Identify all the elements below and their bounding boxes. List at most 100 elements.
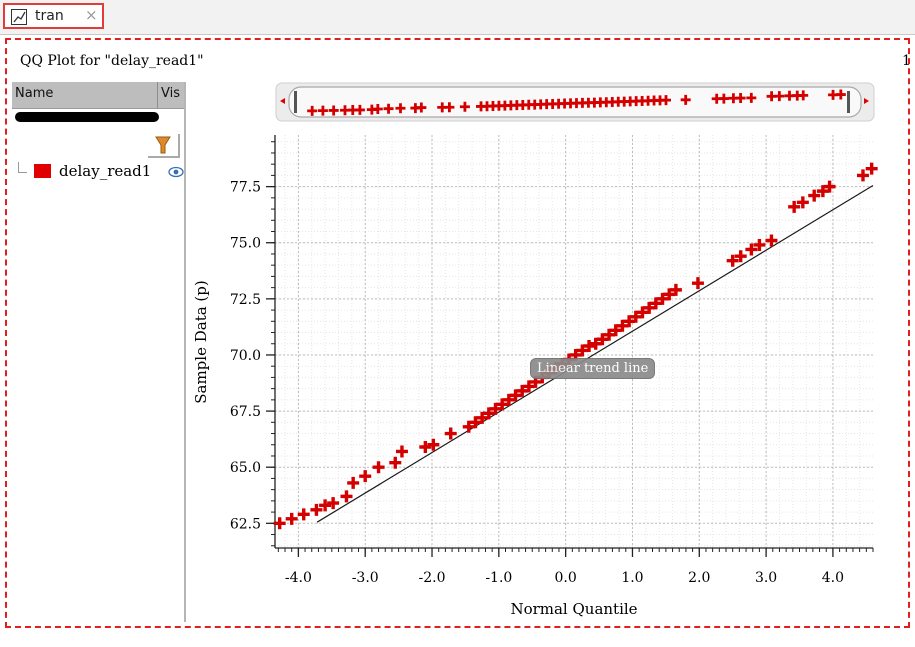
column-header-name[interactable]: Name (15, 86, 54, 101)
x-tick-label: 2.0 (688, 570, 710, 586)
data-point (865, 162, 878, 175)
filter-icon (155, 136, 171, 154)
horizontal-scrollbar[interactable] (15, 112, 159, 122)
data-point (347, 476, 360, 489)
overview-left-handle[interactable] (294, 91, 297, 113)
overview-point (317, 105, 328, 116)
plot-area (275, 135, 873, 548)
data-point (389, 456, 402, 469)
data-point (522, 380, 535, 393)
column-header-vis[interactable]: Vis (161, 86, 180, 101)
overview-point (416, 102, 427, 113)
overview-points (307, 89, 846, 116)
x-tick-label: -2.0 (419, 570, 446, 586)
data-point (765, 234, 778, 247)
data-point (359, 470, 372, 483)
data-point (649, 297, 662, 310)
data-point (669, 283, 682, 296)
data-point (636, 306, 649, 319)
x-tick-label: 4.0 (822, 570, 844, 586)
x-tick-label: -1.0 (485, 570, 512, 586)
series-color-swatch (34, 164, 51, 178)
y-tick-label: 67.5 (230, 404, 261, 420)
data-point (629, 310, 642, 323)
y-tick-label: 77.5 (230, 180, 261, 196)
data-point (327, 497, 340, 510)
data-point (319, 499, 332, 512)
page-indicator: 1 (902, 53, 911, 69)
tab-tran[interactable]: tran × (3, 3, 104, 29)
overview-point (774, 91, 785, 102)
series-label: delay_read1 (59, 162, 152, 180)
x-tick-label: 3.0 (755, 570, 777, 586)
overview-point (835, 89, 846, 100)
minor-grid (275, 135, 873, 548)
tree-header: Name Vis (12, 82, 184, 109)
data-point (656, 292, 669, 305)
overview-point (354, 104, 365, 115)
x-tick-label: -3.0 (352, 570, 379, 586)
data-point (823, 180, 836, 193)
data-point (583, 339, 596, 352)
x-tick-label: 0.0 (555, 570, 577, 586)
data-point (643, 301, 656, 314)
data-point (462, 420, 475, 433)
data-point (734, 250, 747, 263)
data-point (589, 337, 602, 350)
series-tree: Name Vis delay_read1 (12, 82, 186, 622)
plot-title: QQ Plot for "delay_read1" (20, 53, 204, 69)
overview-point (798, 90, 809, 101)
data-point (796, 196, 809, 209)
data-point (516, 384, 529, 397)
axes: -4.0 -3.0 -2.0 -1.0 0.0 1.0 2.0 3.0 4.0 62.5 65.0 6… (230, 135, 874, 586)
data-point (788, 200, 801, 213)
data-point (395, 445, 408, 458)
data-point (419, 440, 432, 453)
overview-point (459, 101, 470, 112)
y-tick-label: 75.0 (230, 236, 261, 252)
data-point (297, 508, 310, 521)
overview-right-arrow[interactable] (864, 98, 869, 104)
overview-point (735, 93, 746, 104)
column-divider[interactable] (157, 82, 158, 108)
data-point (663, 288, 676, 301)
data-point (285, 512, 298, 525)
overview-right-handle[interactable] (847, 91, 850, 113)
tree-item-delay-read1[interactable]: delay_read1 (18, 162, 184, 182)
data-point (856, 169, 869, 182)
overview-left-arrow[interactable] (280, 98, 285, 104)
data-point (603, 328, 616, 341)
data-point (816, 185, 829, 198)
data-point (609, 324, 622, 337)
tab-bar: tran × (0, 0, 915, 35)
data-point (576, 344, 589, 357)
tab-label: tran (35, 8, 64, 24)
y-tick-label: 70.0 (230, 348, 261, 364)
overview-point (680, 94, 691, 105)
data-point (340, 490, 353, 503)
overview-point (746, 92, 757, 103)
data-point (482, 407, 495, 420)
y-tick-label: 65.0 (230, 460, 261, 476)
y-tick-label: 72.5 (230, 292, 261, 308)
data-point (502, 393, 515, 406)
close-icon[interactable]: × (85, 6, 98, 24)
data-point (808, 189, 821, 202)
data-point (444, 427, 457, 440)
filter-button[interactable] (148, 134, 180, 158)
x-tick-label: -4.0 (285, 570, 312, 586)
data-point (310, 503, 323, 516)
data-point (427, 438, 440, 451)
eye-icon[interactable] (168, 164, 184, 183)
data-point (616, 319, 629, 332)
data-point (496, 398, 509, 411)
data-point (726, 254, 739, 267)
overview-slider[interactable] (275, 82, 875, 122)
data-point (489, 402, 502, 415)
data-point (476, 411, 489, 424)
data-point (469, 416, 482, 429)
trend-line (316, 184, 874, 523)
overview-point (660, 95, 671, 106)
overview-point (307, 105, 318, 116)
